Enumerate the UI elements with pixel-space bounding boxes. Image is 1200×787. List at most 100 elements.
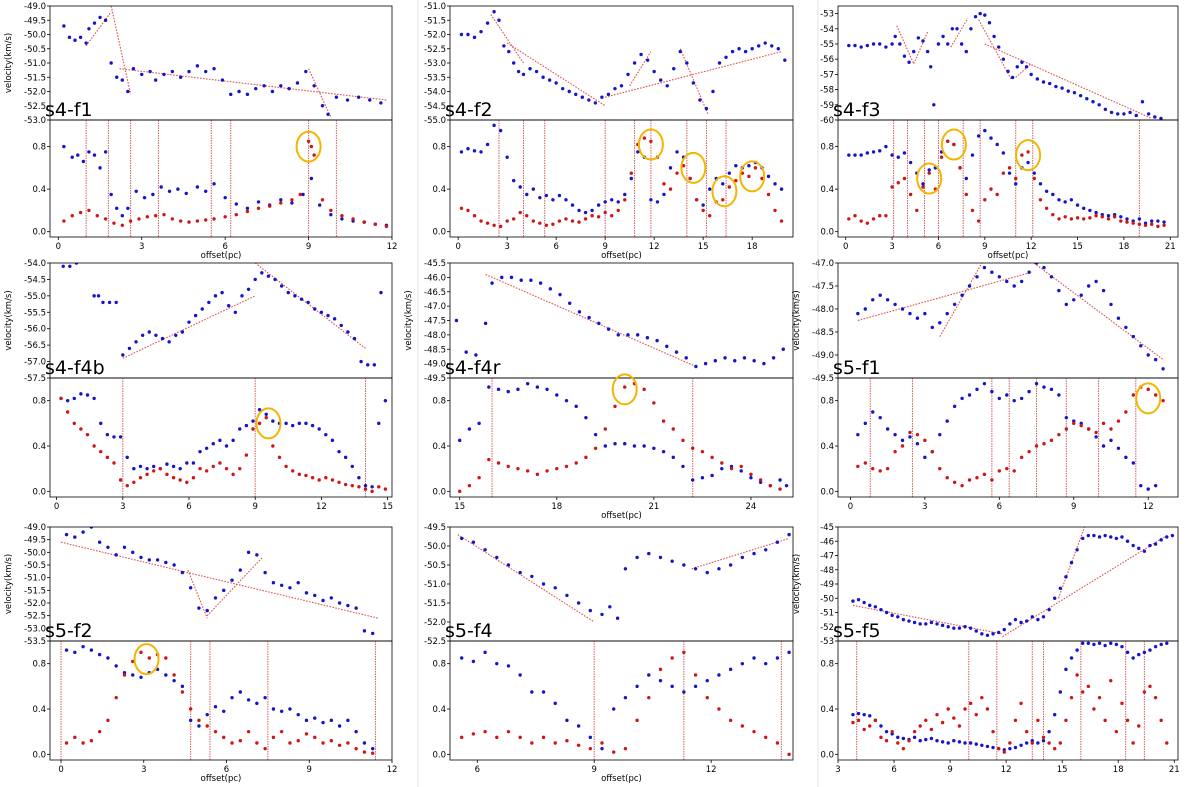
ratio-red-point (764, 735, 768, 740)
ratio-axes-frame (837, 640, 1179, 761)
velocity-point (655, 338, 659, 343)
ratio-red-point (681, 438, 685, 443)
ratio-red-point (458, 489, 462, 494)
ratio-blue-point (1008, 746, 1012, 751)
fit-line (60, 541, 379, 619)
ratio-red-point (924, 718, 928, 723)
ratio-red-point (766, 192, 771, 197)
velocity-point (195, 64, 200, 68)
ratio-red-point (647, 695, 651, 700)
ratio-blue-point (313, 716, 317, 720)
ratio-red-point (195, 219, 200, 223)
velocity-point (973, 14, 978, 19)
ratio-blue-point (525, 381, 530, 386)
velocity-point (1091, 100, 1095, 104)
ratio-blue-point (600, 746, 604, 751)
ratio-red-point (204, 469, 209, 473)
y-tick-label: -55.0 (24, 292, 46, 302)
y-tick-label: -56 (820, 55, 834, 65)
velocity-point (963, 625, 967, 629)
y-tick-label: -53.5 (424, 73, 446, 83)
velocity-point (120, 78, 124, 82)
ratio-red-point (212, 217, 216, 221)
highlight-circle (637, 128, 664, 161)
y-tick-label: -50.5 (24, 45, 46, 55)
ratio-blue-point (1005, 393, 1009, 397)
velocity-point (997, 45, 1001, 49)
ratio-red-point (616, 208, 620, 213)
velocity-point (1024, 65, 1029, 69)
velocity-point (645, 58, 650, 62)
y-tick-label: -55.0 (424, 116, 446, 126)
y-tick-label: 0.0 (820, 487, 834, 497)
ratio-red-point (231, 472, 235, 477)
ratio-red-point (710, 455, 714, 460)
velocity-point (577, 310, 582, 314)
ratio-blue-point (1069, 656, 1074, 660)
velocity-point (859, 45, 863, 49)
y-tick-label: 0.4 (432, 705, 446, 715)
ratio-red-point (584, 455, 588, 460)
ratio-red-point (1005, 466, 1009, 471)
velocity-point (296, 581, 300, 585)
fit-line (629, 51, 652, 87)
ratio-red-point (938, 466, 942, 471)
ratio-blue-point (279, 198, 283, 202)
ratio-red-point (623, 746, 628, 751)
ratio-blue-point (593, 432, 598, 437)
velocity-point (506, 563, 511, 567)
velocity-point (975, 275, 979, 279)
ratio-blue-point (138, 464, 143, 469)
velocity-point (312, 84, 316, 88)
ratio-red-point (304, 473, 308, 478)
x-tick-label: 12 (649, 242, 660, 252)
velocity-point (878, 42, 882, 46)
velocity-point (205, 608, 209, 613)
velocity-point (483, 548, 487, 552)
ratio-axes-frame (449, 119, 794, 238)
velocity-point (74, 263, 79, 265)
y-tick-label: -49.5 (24, 536, 46, 546)
velocity-point (1060, 86, 1064, 90)
ratio-red-point (472, 214, 477, 218)
x-axis-label: offset(pc) (601, 774, 642, 784)
ratio-blue-point (109, 192, 113, 197)
ratio-red-point (871, 466, 875, 471)
velocity-point (320, 104, 325, 108)
ratio-blue-point (551, 198, 555, 202)
ratio-red-point (758, 478, 763, 482)
ratio-red-point (564, 217, 568, 221)
ratio-red-point (908, 430, 912, 435)
velocity-point (1013, 617, 1018, 622)
ratio-red-point (535, 472, 540, 477)
ratio-red-point (362, 750, 367, 754)
x-tick-label: 12 (1143, 502, 1154, 512)
ratio-blue-point (1075, 203, 1080, 207)
velocity-point (518, 570, 522, 575)
ratio-blue-point (362, 741, 367, 745)
velocity-point (229, 92, 233, 97)
velocity-point (1131, 543, 1135, 548)
velocity-point (991, 632, 995, 636)
velocity-plot: -49.5 -49.0 -48.5 -48.0 -47.5 -47.0 -46.5 -46.0… (404, 259, 794, 384)
ratio-red-point (958, 166, 962, 170)
y-tick-label: -59 (820, 101, 834, 111)
ratio-blue-point (459, 656, 464, 660)
velocity-point (658, 555, 663, 560)
velocity-point (896, 615, 900, 619)
ratio-blue-point (85, 393, 90, 397)
y-tick-label: -52.0 (424, 31, 446, 41)
ratio-blue-point (224, 444, 229, 448)
ratio-red-point (982, 472, 987, 477)
ratio-red-point (570, 219, 575, 223)
velocity-point (1103, 533, 1107, 538)
ratio-red-point (188, 707, 193, 711)
ratio-blue-point (902, 151, 907, 155)
ratio-red-point (773, 208, 777, 213)
velocity-point (62, 24, 66, 28)
ratio-blue-point (142, 195, 147, 200)
ratio-red-point (574, 461, 578, 465)
ratio-blue-point (290, 201, 294, 205)
ratio-blue-point (728, 667, 733, 672)
ratio-red-point (1162, 223, 1166, 227)
